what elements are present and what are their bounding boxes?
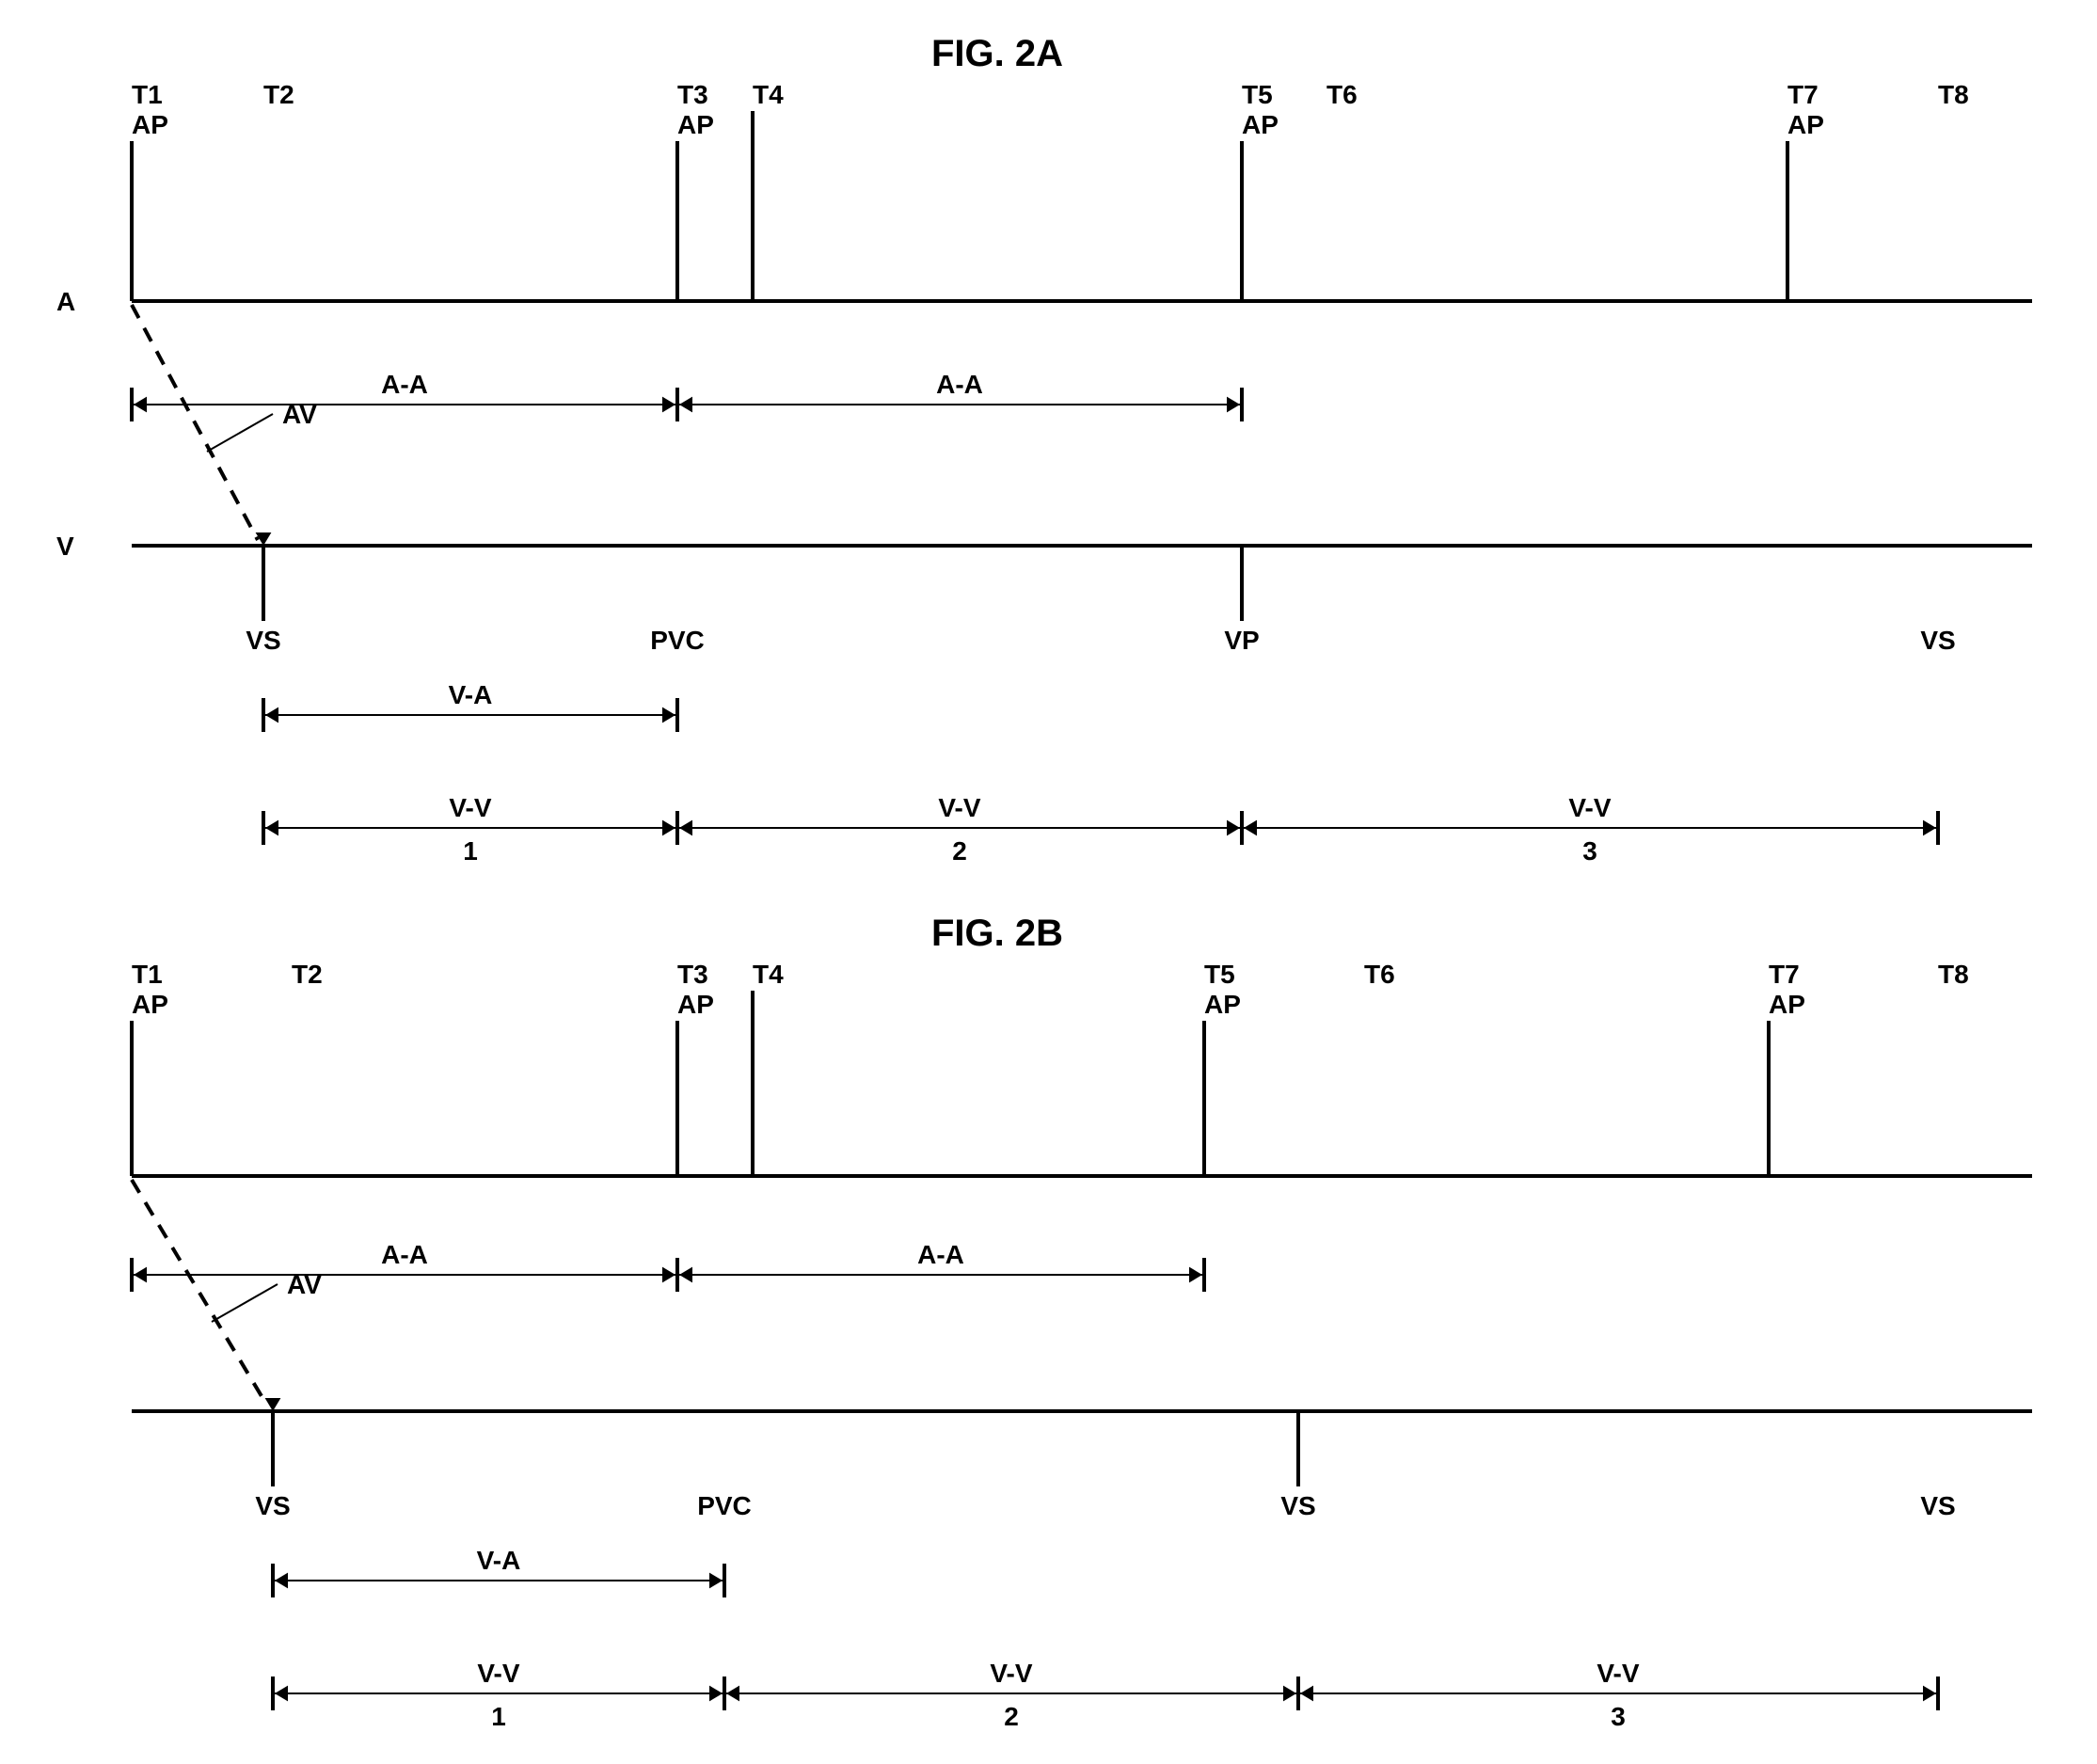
arrowhead [275,1686,288,1702]
timing-diagram-svg: FIG. 2AAVT1APT2T3APT4T5APT6T7APT8A-AA-AA… [0,0,2097,1764]
arrowhead [1227,820,1240,836]
arrowhead [1923,820,1936,836]
vv-1-sub: 2 [952,836,967,866]
t-sub-2: AP [677,110,714,139]
arrowhead [726,1686,739,1702]
v-label-3: VS [1920,1491,1955,1520]
a-channel-label: A [56,287,75,316]
t-sub-4: AP [1242,110,1279,139]
vv-1-label: V-V [990,1659,1032,1688]
t-sub-0: AP [132,110,168,139]
arrowhead [134,1267,147,1283]
arrowhead [679,820,692,836]
aa-0-label: A-A [381,370,428,399]
vv-0-sub: 1 [491,1702,506,1731]
arrowhead [679,397,692,413]
arrowhead [662,707,675,723]
av-dashed [132,1180,267,1406]
t-label-4: T5 [1204,960,1235,989]
figure-title: FIG. 2A [931,33,1063,74]
t-label-5: T6 [1327,80,1358,109]
arrowhead [1189,1267,1202,1283]
t-label-4: T5 [1242,80,1273,109]
arrowhead [265,707,278,723]
aa-1-label: A-A [917,1240,964,1269]
vv-2-sub: 3 [1582,836,1597,866]
v-label-2: VS [1280,1491,1315,1520]
aa-0-label: A-A [381,1240,428,1269]
v-label-3: VS [1920,626,1955,655]
arrowhead [1300,1686,1313,1702]
va-label: V-A [477,1546,521,1575]
t-sub-4: AP [1204,990,1241,1019]
t-label-0: T1 [132,960,163,989]
arrowhead [265,820,278,836]
av-label: AV [282,400,317,429]
arrowhead [662,1267,675,1283]
t-label-0: T1 [132,80,163,109]
va-label: V-A [449,680,493,709]
vv-2-label: V-V [1568,793,1611,822]
v-label-1: PVC [697,1491,752,1520]
t-label-2: T3 [677,80,708,109]
arrowhead [275,1573,288,1589]
vv-2-sub: 3 [1611,1702,1626,1731]
arrowhead [662,820,675,836]
arrowhead [1227,397,1240,413]
t-label-1: T2 [263,80,294,109]
t-label-6: T7 [1787,80,1819,109]
vv-1-label: V-V [938,793,980,822]
t-label-3: T4 [753,960,784,989]
aa-1-label: A-A [936,370,983,399]
av-label: AV [287,1270,322,1299]
t-sub-6: AP [1769,990,1805,1019]
figure-title: FIG. 2B [931,913,1063,954]
arrowhead [1244,820,1257,836]
figure: FIG. 2BT1APT2T3APT4T5APT6T7APT8A-AA-AAVV… [132,913,2032,1731]
figure: FIG. 2AAVT1APT2T3APT4T5APT6T7APT8A-AA-AA… [56,33,2032,866]
t-label-1: T2 [292,960,323,989]
t-label-7: T8 [1938,80,1969,109]
v-label-0: VS [255,1491,290,1520]
t-label-5: T6 [1364,960,1395,989]
t-label-6: T7 [1769,960,1800,989]
v-channel-label: V [56,532,74,561]
t-label-2: T3 [677,960,708,989]
v-label-0: VS [246,626,280,655]
vv-0-sub: 1 [463,836,478,866]
arrowhead [265,1398,281,1411]
vv-0-label: V-V [477,1659,519,1688]
t-sub-0: AP [132,990,168,1019]
arrowhead [134,397,147,413]
t-sub-6: AP [1787,110,1824,139]
arrowhead [679,1267,692,1283]
av-dashed [132,305,258,540]
vv-1-sub: 2 [1004,1702,1019,1731]
v-label-1: PVC [650,626,705,655]
vv-2-label: V-V [1597,1659,1639,1688]
diagram-root: FIG. 2AAVT1APT2T3APT4T5APT6T7APT8A-AA-AA… [0,0,2097,1764]
t-label-7: T8 [1938,960,1969,989]
av-leader [207,414,273,452]
arrowhead [709,1573,723,1589]
arrowhead [709,1686,723,1702]
t-sub-2: AP [677,990,714,1019]
vv-0-label: V-V [449,793,491,822]
arrowhead [662,397,675,413]
t-label-3: T4 [753,80,784,109]
arrowhead [1923,1686,1936,1702]
v-label-2: VP [1224,626,1259,655]
arrowhead [1283,1686,1296,1702]
av-leader [212,1284,278,1322]
